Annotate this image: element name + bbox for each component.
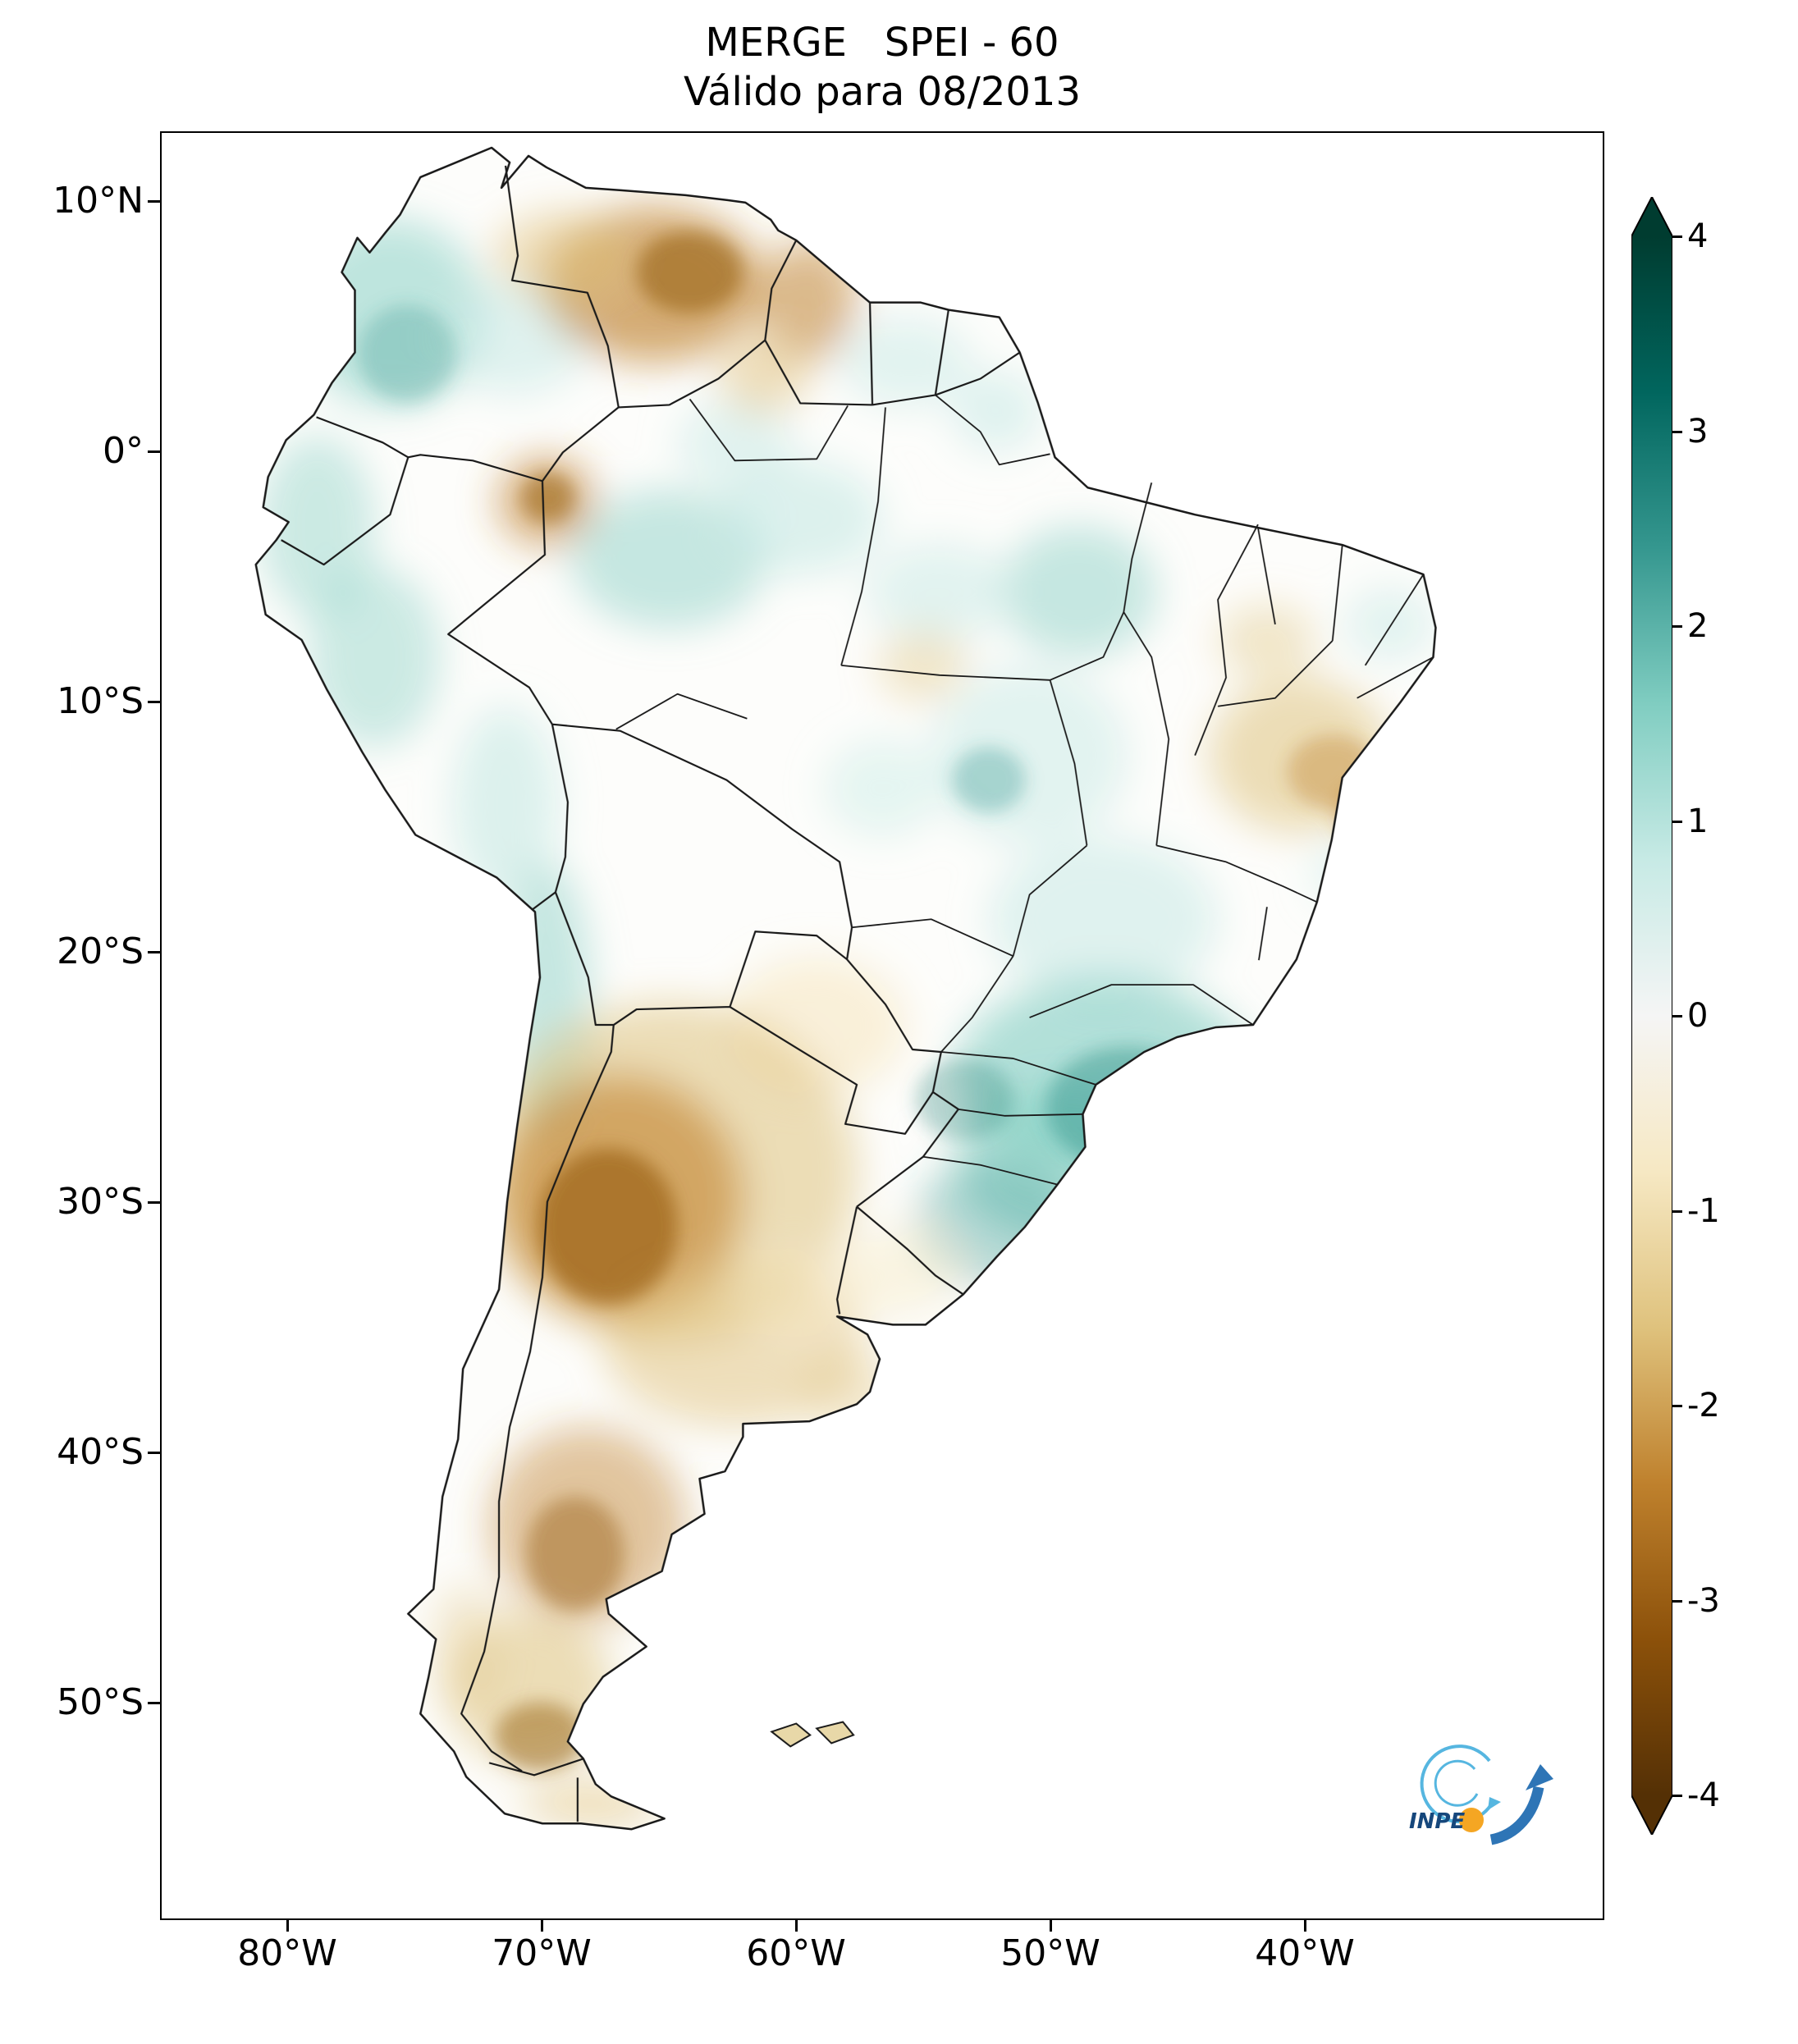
logo-blue-arrowhead-icon <box>1526 1764 1553 1790</box>
y-tick-label: 0° <box>103 430 144 472</box>
colorbar-tick-label: 0 <box>1687 997 1709 1035</box>
x-tick-mark <box>541 1920 543 1932</box>
colorbar-tick-mark <box>1672 235 1682 238</box>
colorbar-tick-label: -1 <box>1687 1192 1720 1230</box>
x-tick-mark <box>1304 1920 1306 1932</box>
colorbar-tick-mark <box>1672 1210 1682 1213</box>
colorbar-tick-mark <box>1672 821 1682 823</box>
x-tick-label: 60°W <box>746 1932 846 1974</box>
logo-swirl-inner-icon <box>1434 1759 1479 1807</box>
y-tick-mark <box>148 1702 160 1704</box>
x-tick-label: 80°W <box>237 1932 337 1974</box>
colorbar-tick-label: 1 <box>1687 803 1709 840</box>
x-tick-mark <box>1050 1920 1052 1932</box>
y-tick-label: 10°S <box>57 680 144 722</box>
y-tick-label: 50°S <box>57 1681 144 1723</box>
inpe-logo: INPE <box>1409 1744 1553 1845</box>
colorbar-tick-mark <box>1672 1405 1682 1407</box>
colorbar-tick-label: 3 <box>1687 413 1709 450</box>
colorbar-tick-mark <box>1672 1600 1682 1603</box>
logo-swirl-arrowhead-icon <box>1488 1797 1501 1810</box>
colorbar <box>1631 197 1672 1835</box>
y-tick-label: 40°S <box>57 1431 144 1473</box>
x-tick-mark <box>795 1920 798 1932</box>
logo-blue-arrow-icon <box>1489 1786 1544 1845</box>
y-tick-mark <box>148 1452 160 1454</box>
colorbar-tick-label: -2 <box>1687 1387 1720 1424</box>
colorbar-tick-mark <box>1672 1015 1682 1017</box>
map-title: MERGE SPEI - 60 <box>705 20 1059 66</box>
falkland-islands <box>770 1721 855 1748</box>
colorbar-tick-label: -3 <box>1687 1582 1720 1620</box>
colorbar-tick-label: -4 <box>1687 1776 1720 1814</box>
y-tick-label: 30°S <box>57 1181 144 1223</box>
x-tick-mark <box>286 1920 289 1932</box>
map-plot-area: INPE <box>160 131 1604 1920</box>
south-america-outline <box>254 146 1437 1831</box>
south-america-map <box>254 146 1437 1831</box>
x-tick-label: 40°W <box>1255 1932 1355 1974</box>
colorbar-tick-mark <box>1672 431 1682 433</box>
y-tick-mark <box>148 951 160 953</box>
logo-text: INPE <box>1409 1809 1465 1834</box>
colorbar-gradient <box>1631 197 1672 1835</box>
y-tick-mark <box>148 701 160 703</box>
y-tick-label: 20°S <box>57 931 144 972</box>
y-tick-mark <box>148 200 160 203</box>
y-tick-mark <box>148 1201 160 1204</box>
logo-orange-dot-icon <box>1459 1808 1484 1832</box>
x-tick-label: 50°W <box>1000 1932 1100 1974</box>
colorbar-tick-mark <box>1672 625 1682 628</box>
state-borders <box>615 394 1434 1186</box>
spei-field <box>255 147 1436 1830</box>
colorbar-tick-label: 4 <box>1687 217 1709 255</box>
x-tick-label: 70°W <box>492 1932 592 1974</box>
y-tick-label: 10°N <box>53 180 144 222</box>
colorbar-tick-label: 2 <box>1687 607 1709 645</box>
country-borders <box>281 165 1021 1822</box>
y-tick-mark <box>148 450 160 453</box>
colorbar-tick-mark <box>1672 1795 1682 1797</box>
map-subtitle: Válido para 08/2013 <box>684 69 1081 115</box>
